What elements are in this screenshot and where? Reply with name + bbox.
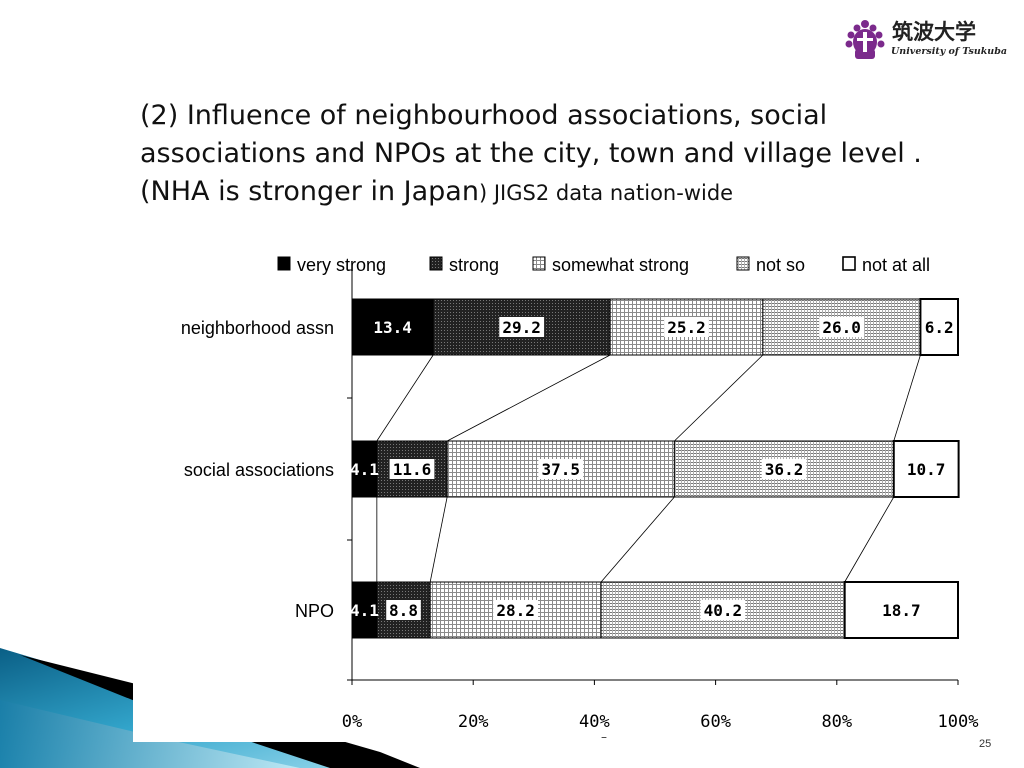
data-label-neighborhood-assn-not-at-all: 6.2 bbox=[925, 318, 954, 337]
bar-npo-very-strong bbox=[351, 581, 378, 639]
legend-label-not-so: not so bbox=[756, 255, 805, 275]
data-label-neighborhood-assn-somewhat-strong: 25.2 bbox=[667, 318, 706, 337]
chart-legend: very strong strong somewhat strong not so no… bbox=[277, 255, 930, 275]
x-tick-label-3: 60% bbox=[700, 712, 731, 732]
slide-title: (2) Influence of neighbourhood associati… bbox=[140, 97, 960, 212]
title-subtitle: ) JIGS2 data nation-wide bbox=[478, 181, 734, 205]
data-label-social-associations-strong: 11.6 bbox=[393, 460, 432, 479]
category-label-npo: NPO bbox=[295, 601, 334, 621]
data-label-npo-somewhat-strong: 28.2 bbox=[496, 601, 535, 620]
series-line-1-4 bbox=[844, 496, 895, 583]
logo-english-text: University of Tsukuba bbox=[891, 46, 1008, 57]
bars bbox=[351, 298, 960, 639]
bar-social-associations-very-strong bbox=[351, 440, 378, 498]
bar-npo-not-at-all bbox=[843, 581, 959, 639]
series-line-0-2 bbox=[446, 354, 611, 442]
tsukuba-seal-icon bbox=[845, 20, 885, 59]
data-label-npo-not-at-all: 18.7 bbox=[882, 601, 921, 620]
data-label-social-associations-not-at-all: 10.7 bbox=[907, 460, 946, 479]
label-bg-social-associations-strong bbox=[389, 459, 435, 479]
data-label-npo-very-strong: 4.1 bbox=[350, 601, 379, 620]
label-bg-neighborhood-assn-not-so bbox=[819, 317, 865, 337]
x-tick-label-0: 0% bbox=[342, 712, 362, 732]
legend-swatch-very-strong bbox=[277, 256, 291, 271]
series-line-0-1 bbox=[376, 354, 434, 442]
swoosh-light bbox=[0, 700, 300, 768]
legend-label-somewhat-strong: somewhat strong bbox=[552, 255, 689, 275]
data-label-neighborhood-assn-not-so: 26.0 bbox=[822, 318, 861, 337]
bar-social-associations-not-at-all bbox=[892, 440, 960, 498]
data-label-npo-strong: 8.8 bbox=[389, 601, 418, 620]
logo-japanese-text: 筑波大学 bbox=[892, 19, 976, 44]
legend-swatch-not-so bbox=[736, 256, 750, 271]
legend-label-very-strong: very strong bbox=[297, 255, 386, 275]
legend-swatch-somewhat-strong bbox=[532, 256, 546, 271]
series-line-0-3 bbox=[674, 354, 764, 442]
data-label-neighborhood-assn-strong: 29.2 bbox=[502, 318, 541, 337]
x-tick-label-4: 80% bbox=[821, 712, 852, 732]
bar-neighborhood-assn-not-at-all bbox=[919, 298, 959, 356]
data-label-social-associations-somewhat-strong: 37.5 bbox=[542, 460, 581, 479]
series-line-1-3 bbox=[600, 496, 675, 583]
series-line-0-4 bbox=[893, 354, 921, 442]
label-bg-npo-not-so bbox=[700, 600, 746, 620]
university-logo: 筑波大学 University of Tsukuba bbox=[842, 16, 1007, 62]
legend-swatch-not-at-all bbox=[842, 256, 856, 271]
title-main: (2) Influence of neighbourhood associati… bbox=[140, 100, 922, 207]
x-tick-label-5: 100% bbox=[938, 712, 979, 732]
bar-neighborhood-assn-very-strong bbox=[351, 298, 434, 356]
category-label-social-associations: social associations bbox=[184, 460, 334, 480]
series-lines bbox=[376, 354, 921, 583]
data-label-neighborhood-assn-very-strong: 13.4 bbox=[373, 318, 412, 337]
data-label-social-associations-very-strong: 4.1 bbox=[350, 460, 379, 479]
data-labels: 13.4 29.2 25.2 26.0 6.2 4.1 11.6 37.5 36.2 10.7 4.… bbox=[350, 317, 954, 620]
x-tick-label-1: 20% bbox=[458, 712, 489, 732]
x-tick-label-2: 40% bbox=[579, 712, 610, 732]
legend-label-not-at-all: not at all bbox=[862, 255, 930, 275]
label-bg-npo-strong bbox=[386, 600, 421, 620]
label-bg-social-associations-not-so bbox=[761, 459, 807, 479]
footer-mark: – bbox=[601, 730, 607, 744]
legend-swatch-strong bbox=[429, 256, 443, 271]
series-line-1-2 bbox=[429, 496, 448, 583]
label-bg-neighborhood-assn-somewhat-strong bbox=[664, 317, 709, 337]
label-bg-neighborhood-assn-strong bbox=[499, 317, 545, 337]
label-bg-npo-somewhat-strong bbox=[493, 600, 539, 620]
data-label-npo-not-so: 40.2 bbox=[704, 601, 743, 620]
label-bg-social-associations-somewhat-strong bbox=[538, 459, 584, 479]
category-label-neighborhood-assn: neighborhood assn bbox=[181, 318, 334, 338]
legend-label-strong: strong bbox=[449, 255, 499, 275]
data-label-social-associations-not-so: 36.2 bbox=[765, 460, 804, 479]
chart-axes: 0% 20% 40% 60% 80% 100% neighborhood assn socia… bbox=[181, 269, 979, 732]
page-number: 25 bbox=[979, 738, 992, 750]
